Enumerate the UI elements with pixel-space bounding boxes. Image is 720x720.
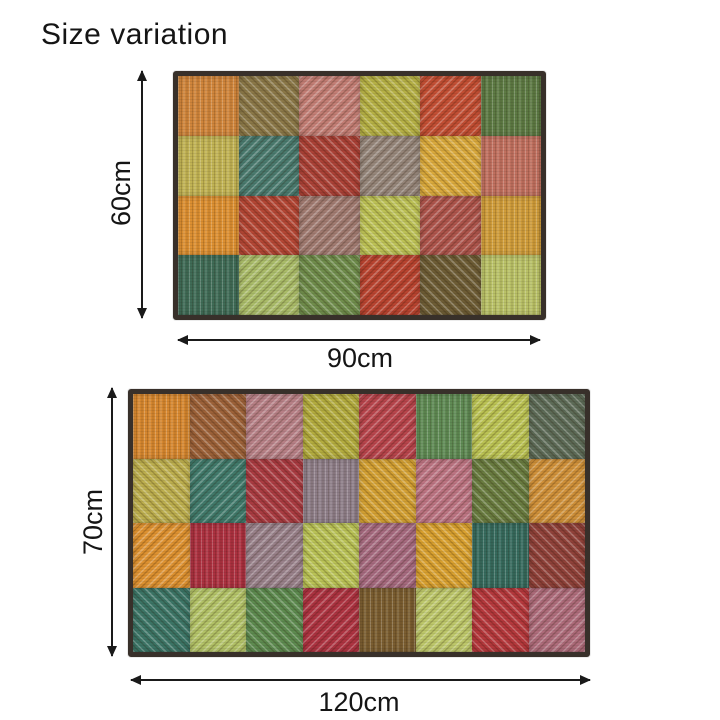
left-right-arrow-icon bbox=[130, 675, 591, 685]
rug-photo-large bbox=[128, 389, 590, 657]
rug-cell bbox=[415, 523, 472, 588]
rug-cell bbox=[302, 523, 359, 588]
rug-cell bbox=[528, 458, 585, 523]
rug-cell bbox=[238, 195, 299, 256]
rug-cell bbox=[420, 255, 481, 315]
rug-cell bbox=[528, 523, 585, 588]
rug-cell bbox=[480, 195, 541, 256]
rug-photo-small bbox=[173, 71, 546, 320]
rug-cell bbox=[480, 255, 541, 315]
page-title: Size variation bbox=[41, 18, 229, 51]
up-down-arrow-icon bbox=[137, 70, 147, 319]
rug-cell bbox=[299, 195, 360, 256]
rug-cell bbox=[299, 255, 360, 315]
rug-cell bbox=[359, 587, 416, 652]
rug-cell bbox=[302, 587, 359, 652]
rug-cell bbox=[238, 135, 299, 196]
up-down-arrow-icon bbox=[107, 387, 117, 657]
rug-cell bbox=[178, 255, 239, 315]
rug-cell bbox=[189, 394, 246, 459]
rug-cell bbox=[415, 587, 472, 652]
rug-cell bbox=[246, 523, 303, 588]
rug-cell bbox=[133, 458, 190, 523]
width-label-large: 120cm bbox=[318, 687, 400, 717]
rug-cell bbox=[420, 195, 481, 256]
rug-cell bbox=[359, 523, 416, 588]
width-label-small: 90cm bbox=[326, 343, 394, 373]
rug-cell bbox=[528, 587, 585, 652]
rug-cell bbox=[189, 458, 246, 523]
height-label-large: 70cm bbox=[78, 488, 108, 556]
left-right-arrow-icon bbox=[177, 335, 541, 345]
rug-cell bbox=[472, 458, 529, 523]
rug-cell bbox=[472, 523, 529, 588]
rug-cell bbox=[238, 255, 299, 315]
rug-cell bbox=[299, 76, 360, 136]
rug-cell bbox=[420, 135, 481, 196]
rug-cell bbox=[299, 135, 360, 196]
rug-cell bbox=[472, 394, 529, 459]
rug-cell bbox=[415, 458, 472, 523]
rug-cell bbox=[359, 135, 420, 196]
rug-cell bbox=[528, 394, 585, 459]
rug-cell bbox=[302, 458, 359, 523]
rug-cell bbox=[246, 458, 303, 523]
rug-cell bbox=[359, 458, 416, 523]
rug-cell bbox=[178, 76, 239, 136]
rug-cell bbox=[189, 587, 246, 652]
rug-cell bbox=[133, 394, 190, 459]
rug-cell bbox=[480, 76, 541, 136]
rug-cell bbox=[246, 587, 303, 652]
rug-cell bbox=[246, 394, 303, 459]
rug-cell bbox=[359, 195, 420, 256]
rug-cell bbox=[302, 394, 359, 459]
rug-cell bbox=[178, 195, 239, 256]
rug-cell bbox=[359, 76, 420, 136]
rug-cell bbox=[238, 76, 299, 136]
height-label-small: 60cm bbox=[106, 159, 136, 227]
rug-cell bbox=[133, 587, 190, 652]
rug-cell bbox=[133, 523, 190, 588]
rug-cell bbox=[480, 135, 541, 196]
rug-cell bbox=[359, 255, 420, 315]
rug-cell bbox=[359, 394, 416, 459]
rug-cell bbox=[415, 394, 472, 459]
rug-cell bbox=[420, 76, 481, 136]
rug-cell bbox=[189, 523, 246, 588]
rug-cell bbox=[472, 587, 529, 652]
rug-cell bbox=[178, 135, 239, 196]
